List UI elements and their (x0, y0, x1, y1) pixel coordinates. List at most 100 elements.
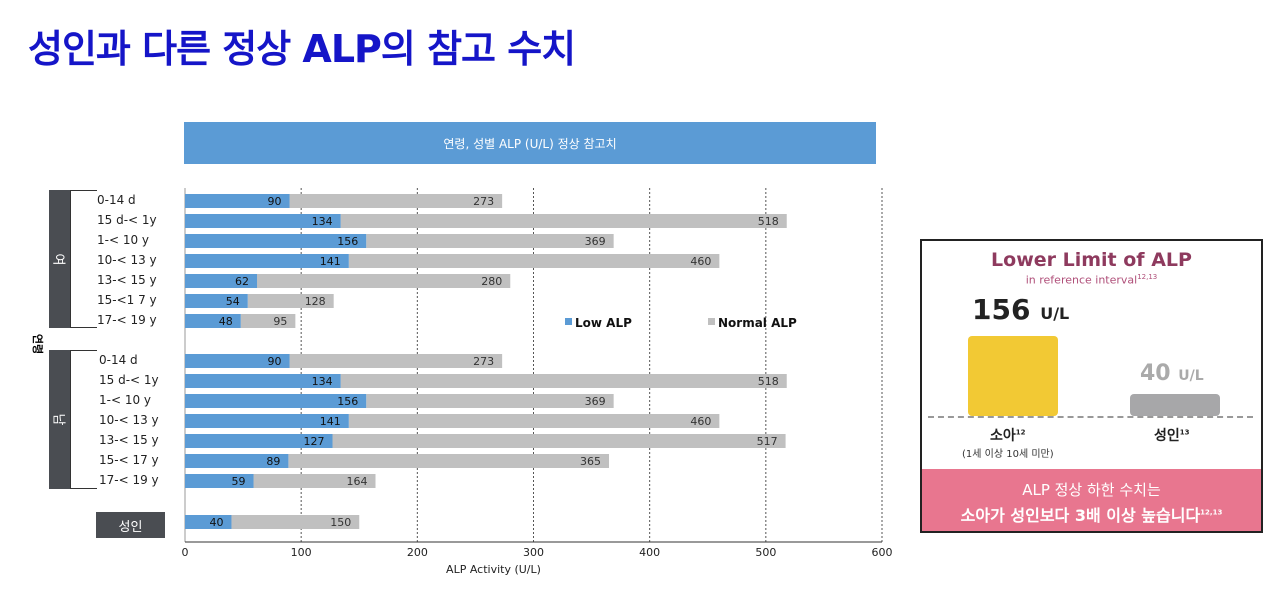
label-low: 134 (312, 375, 333, 388)
category-label: 17-< 19 y (99, 473, 159, 487)
category-label: 17-< 19 y (97, 313, 157, 327)
category-label: 15-< 17 y (99, 453, 159, 467)
x-tick-label: 0 (182, 546, 189, 559)
child-bar (968, 336, 1058, 416)
label-normal: 128 (305, 295, 326, 308)
bar-normal (289, 194, 503, 208)
bar-low (185, 254, 349, 268)
legend-label: Low ALP (575, 316, 632, 330)
label-low: 127 (304, 435, 325, 448)
category-label: 0-14 d (97, 193, 136, 207)
bar-low (185, 434, 333, 448)
adult-value: 40 U/L (1140, 361, 1204, 386)
label-normal: 365 (580, 455, 601, 468)
bar-low (185, 194, 290, 208)
label-normal: 518 (758, 375, 779, 388)
bar-normal (240, 314, 296, 328)
label-low: 156 (337, 235, 358, 248)
category-label: 15 d-< 1y (99, 373, 159, 387)
bar-chart: 0 100 200 300 400 500 600 ALP Activity (U/L) 90 2… (182, 188, 893, 576)
label-low: 90 (268, 355, 282, 368)
x-tick-label: 300 (523, 546, 544, 559)
category-label: 10-< 13 y (97, 253, 157, 267)
category-label: 13-< 15 y (97, 273, 157, 287)
label-low: 62 (235, 275, 249, 288)
bar-low (185, 234, 367, 248)
bar-normal (231, 515, 360, 529)
baseline (928, 416, 1253, 418)
label-normal: 369 (585, 395, 606, 408)
label-normal: 460 (690, 255, 711, 268)
label-normal: 95 (273, 315, 287, 328)
legend-label: Normal ALP (718, 316, 797, 330)
bar-normal (340, 374, 787, 388)
lower-limit-panel: Lower Limit of ALP in reference interval… (920, 239, 1263, 533)
chart-title: 연령, 성별 ALP (U/L) 정상 참고치 (184, 122, 876, 164)
bar-low (185, 515, 232, 529)
label-low: 134 (312, 215, 333, 228)
bar-normal (289, 354, 503, 368)
x-tick-label: 500 (755, 546, 776, 559)
category-label: 1-< 10 y (97, 233, 150, 247)
label-normal: 150 (330, 516, 351, 529)
adult-label: 성인13 (1154, 428, 1190, 444)
label-low: 141 (320, 255, 341, 268)
bar-low (185, 214, 341, 228)
bar-low (185, 394, 367, 408)
bar-low (185, 474, 254, 488)
category-label: 13-< 15 y (99, 433, 159, 447)
bar-low (185, 314, 241, 328)
group-female: 여 (49, 190, 70, 328)
label-normal: 369 (585, 235, 606, 248)
bar-normal (247, 294, 334, 308)
bar-normal (332, 434, 786, 448)
label-normal: 460 (690, 415, 711, 428)
panel-footer: ALP 정상 하한 수치는 소아가 성인보다 3배 이상 높습니다12,13 (922, 469, 1261, 531)
x-tick-label: 200 (407, 546, 428, 559)
bar-normal (253, 474, 376, 488)
bar-normal (366, 234, 614, 248)
category-label: 0-14 d (99, 353, 138, 367)
category-label: 15-<1 7 y (97, 293, 157, 307)
bar-low (185, 294, 248, 308)
bar-normal (348, 414, 720, 428)
footer-line2: 소아가 성인보다 3배 이상 높습니다12,13 (960, 506, 1223, 525)
panel-title: Lower Limit of ALP (991, 249, 1192, 271)
bar-normal (348, 254, 720, 268)
bracket (70, 190, 97, 328)
bar-normal (366, 394, 614, 408)
legend-swatch (708, 318, 715, 325)
label-normal: 164 (347, 475, 368, 488)
category-label: 10-< 13 y (99, 413, 159, 427)
child-value: 156 U/L (972, 293, 1070, 326)
label-low: 54 (226, 295, 240, 308)
label-low: 156 (337, 395, 358, 408)
bar-normal (288, 454, 610, 468)
child-label: 소아12 (990, 428, 1026, 444)
bar-low (185, 414, 349, 428)
footer-line1: ALP 정상 하한 수치는 (1022, 481, 1161, 499)
x-axis-label: ALP Activity (U/L) (446, 563, 541, 576)
page-title: 성인과 다른 정상 ALP의 참고 수치 (28, 27, 576, 71)
x-tick-label: 600 (872, 546, 893, 559)
x-tick-label: 100 (291, 546, 312, 559)
category-label: 15 d-< 1y (97, 213, 157, 227)
bracket (70, 350, 97, 489)
bar-low (185, 274, 258, 288)
label-normal: 518 (758, 215, 779, 228)
bar-normal (257, 274, 511, 288)
label-normal: 517 (757, 435, 778, 448)
category-label: 1-< 10 y (99, 393, 152, 407)
bar-normal (340, 214, 787, 228)
adult-bar (1130, 394, 1220, 416)
label-low: 90 (268, 195, 282, 208)
panel-subtitle: in reference interval12,13 (1025, 273, 1158, 287)
label-low: 89 (266, 455, 280, 468)
label-normal: 273 (473, 195, 494, 208)
child-note: (1세 이상 10세 미만) (962, 449, 1054, 460)
legend-swatch (565, 318, 572, 325)
label-low: 141 (320, 415, 341, 428)
label-normal: 280 (481, 275, 502, 288)
group-male: 남 (49, 350, 70, 489)
label-normal: 273 (473, 355, 494, 368)
